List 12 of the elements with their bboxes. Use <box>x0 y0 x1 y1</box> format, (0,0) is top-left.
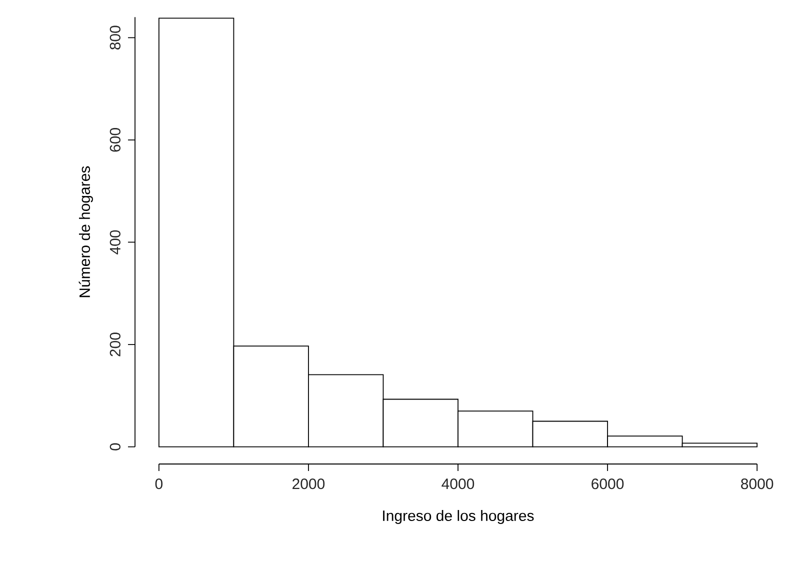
y-tick-label: 200 <box>110 332 120 356</box>
x-tick-label: 0 <box>155 478 163 490</box>
y-tick-label: 800 <box>110 26 120 50</box>
x-tick-label: 2000 <box>292 478 325 490</box>
x-axis-title: Ingreso de los hogares <box>383 510 534 524</box>
x-tick-label: 8000 <box>741 478 774 490</box>
y-axis-title: Número de hogares <box>78 166 93 298</box>
x-tick-label: 6000 <box>592 478 624 490</box>
x-tick-label: 4000 <box>442 478 474 490</box>
y-tick-label: 0 <box>110 443 120 450</box>
y-tick-label: 400 <box>110 230 120 254</box>
y-tick-label: 600 <box>110 128 120 152</box>
